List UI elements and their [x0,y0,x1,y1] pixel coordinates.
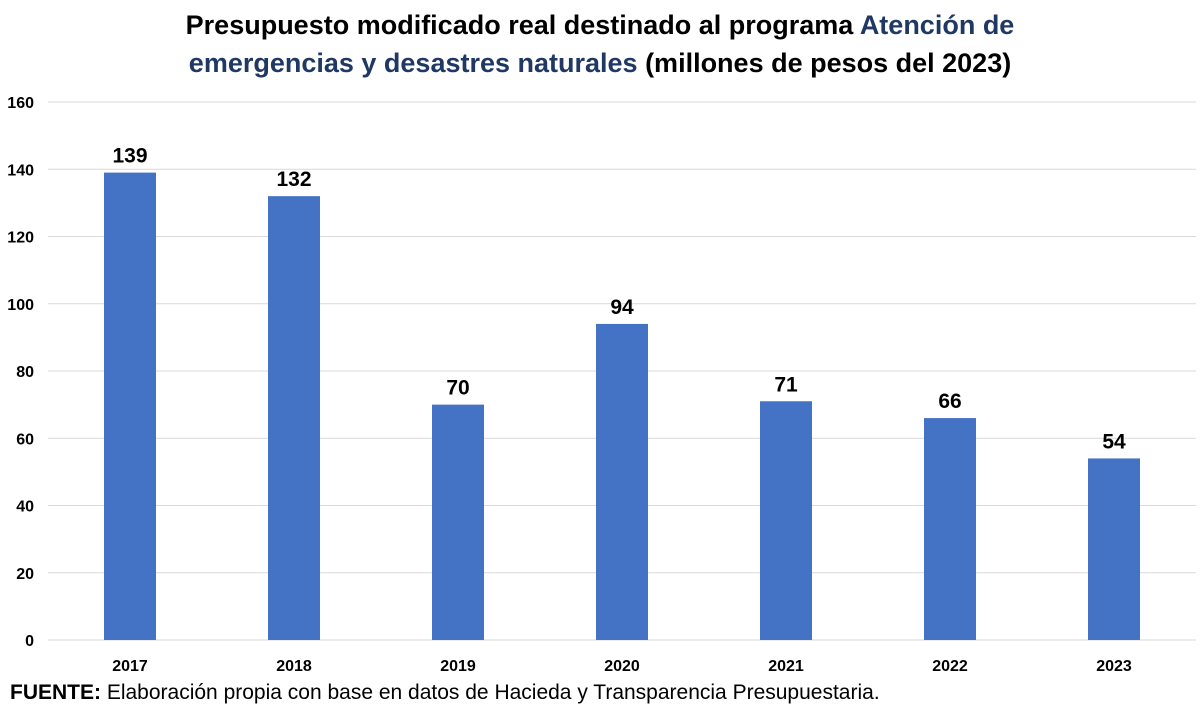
x-tick-label-2017: 2017 [112,658,148,675]
y-tick-label: 140 [7,162,34,179]
y-tick-label: 40 [16,499,34,516]
title-text-part1: Presupuesto modificado real destinado al… [185,10,860,40]
y-tick-label: 120 [7,230,34,247]
title-units: (millones de pesos del 2023) [637,48,1012,78]
source-label: FUENTE: [10,681,101,704]
y-axis-tick-labels: 0 20 40 60 80 100 120 140 160 [7,95,34,650]
title-line-2: emergencias y desastres naturales (millo… [189,48,1011,78]
source-note: FUENTE: Elaboración propia con base en d… [10,681,880,705]
bar-2019 [432,404,484,640]
data-label-2020: 94 [610,296,634,319]
title-program-name-part1: Atención de [859,10,1015,40]
bar-2023 [1088,458,1140,640]
y-tick-label: 160 [7,95,34,112]
x-tick-label-2020: 2020 [604,658,640,675]
bar-2020 [596,323,648,640]
y-tick-label: 0 [25,633,34,650]
title-program-name-part2: emergencias y desastres naturales [188,48,638,78]
bar-2022 [924,418,976,640]
data-label-2023: 54 [1102,430,1126,453]
x-tick-label-2023: 2023 [1096,658,1132,675]
x-axis-tick-labels: 2017 2018 2019 2020 2021 2022 2023 [112,658,1132,675]
source-text: Elaboración propia con base en datos de … [101,681,880,704]
bar-2018 [268,196,320,640]
data-label-2022: 66 [938,390,961,413]
y-tick-label: 60 [16,431,34,448]
chart-title: Presupuesto modificado real destinado al… [0,6,1200,82]
data-label-2019: 70 [446,377,469,400]
bar-2021 [760,401,812,640]
data-label-2021: 71 [774,373,798,396]
y-tick-label: 80 [16,364,34,381]
data-label-2017: 139 [112,145,147,168]
bars [104,172,1140,641]
x-tick-label-2018: 2018 [276,658,312,675]
bar-2017 [104,172,156,641]
x-tick-label-2021: 2021 [768,658,804,675]
data-labels: 139 132 70 94 71 66 54 [112,145,1126,454]
data-label-2018: 132 [276,168,311,191]
x-tick-label-2022: 2022 [932,658,968,675]
title-line-1: Presupuesto modificado real destinado al… [186,10,1015,40]
x-tick-label-2019: 2019 [440,658,476,675]
y-tick-label: 100 [7,297,34,314]
y-tick-label: 20 [16,566,34,583]
